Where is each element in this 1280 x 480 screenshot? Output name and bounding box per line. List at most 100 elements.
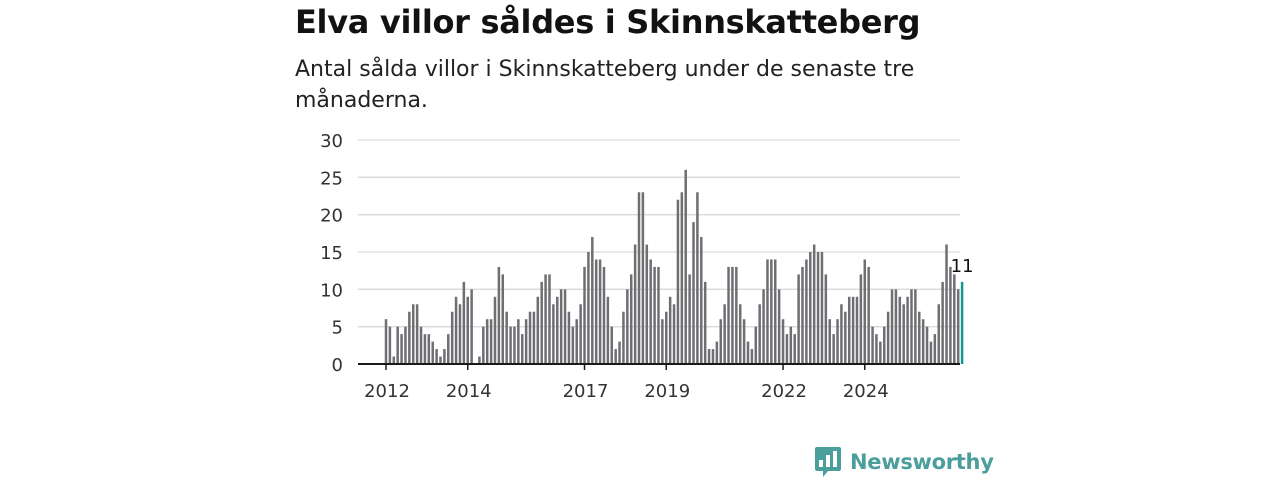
bar bbox=[412, 304, 415, 364]
bar bbox=[606, 296, 610, 364]
bar bbox=[906, 296, 909, 364]
bar bbox=[408, 311, 411, 364]
bar bbox=[953, 274, 956, 364]
bar bbox=[828, 319, 831, 364]
bar bbox=[688, 274, 691, 364]
bar bbox=[820, 252, 824, 364]
bar bbox=[832, 334, 835, 364]
bar bbox=[793, 334, 796, 364]
bar bbox=[633, 244, 637, 364]
y-tick-label: 25 bbox=[320, 168, 343, 189]
bar bbox=[824, 274, 828, 364]
bar bbox=[844, 311, 847, 364]
bar bbox=[509, 326, 512, 364]
bar bbox=[501, 274, 505, 364]
bar bbox=[945, 244, 948, 364]
bar bbox=[672, 304, 676, 364]
bar bbox=[809, 252, 812, 364]
bar bbox=[894, 289, 898, 364]
bar bbox=[731, 266, 734, 364]
bar bbox=[676, 199, 680, 364]
bar bbox=[937, 304, 940, 364]
bar bbox=[715, 341, 719, 364]
bar bbox=[454, 296, 458, 364]
bar bbox=[485, 319, 489, 364]
bar bbox=[575, 319, 578, 364]
bar bbox=[910, 289, 913, 364]
bar bbox=[598, 259, 602, 364]
bar bbox=[653, 266, 656, 364]
bar bbox=[890, 289, 894, 364]
bar bbox=[431, 341, 434, 364]
bar bbox=[583, 266, 586, 364]
bar bbox=[462, 281, 466, 364]
chart-title: Elva villor såldes i Skinnskatteberg bbox=[295, 3, 921, 41]
bar bbox=[524, 319, 528, 364]
bar bbox=[563, 289, 567, 364]
bar bbox=[396, 326, 399, 364]
bar bbox=[661, 319, 664, 364]
x-tick-label: 2022 bbox=[761, 381, 807, 402]
bar bbox=[567, 311, 571, 364]
brand-logo: Newsworthy bbox=[814, 446, 994, 478]
bar bbox=[419, 326, 423, 364]
bar bbox=[392, 356, 396, 364]
bar bbox=[956, 289, 960, 364]
bar bbox=[816, 252, 820, 364]
bar bbox=[400, 334, 403, 364]
bar bbox=[925, 326, 929, 364]
bar bbox=[384, 319, 388, 364]
bar bbox=[591, 237, 594, 364]
bar bbox=[735, 266, 738, 364]
y-tick-label: 15 bbox=[320, 243, 343, 264]
bar bbox=[766, 259, 769, 364]
bar bbox=[758, 304, 761, 364]
bar bbox=[781, 319, 785, 364]
bar bbox=[458, 304, 462, 364]
bar bbox=[836, 319, 839, 364]
bar bbox=[886, 311, 890, 364]
bar-highlight bbox=[960, 281, 964, 364]
bar bbox=[388, 326, 392, 364]
bar bbox=[540, 281, 543, 364]
bar bbox=[801, 266, 804, 364]
bar bbox=[435, 349, 438, 364]
bar bbox=[415, 304, 419, 364]
bar bbox=[645, 244, 649, 364]
bar bbox=[602, 266, 606, 364]
bar bbox=[867, 266, 870, 364]
bar bbox=[610, 326, 614, 364]
bar bbox=[949, 266, 952, 364]
bar bbox=[680, 192, 684, 364]
bar bbox=[684, 169, 687, 364]
x-tick-label: 2014 bbox=[446, 381, 492, 402]
bar bbox=[777, 289, 781, 364]
y-tick-label: 20 bbox=[320, 206, 343, 227]
bar bbox=[805, 259, 808, 364]
bar bbox=[478, 356, 481, 364]
bar bbox=[629, 274, 633, 364]
bar bbox=[696, 192, 699, 364]
bar bbox=[626, 289, 629, 364]
bar bbox=[770, 259, 773, 364]
y-tick-label: 0 bbox=[332, 355, 343, 376]
bar bbox=[851, 296, 855, 364]
bar bbox=[665, 311, 668, 364]
bar bbox=[505, 311, 508, 364]
bar bbox=[723, 304, 726, 364]
bar bbox=[517, 319, 520, 364]
bar bbox=[552, 304, 555, 364]
x-tick-label: 2017 bbox=[563, 381, 609, 402]
bar bbox=[528, 311, 532, 364]
bar bbox=[914, 289, 917, 364]
bar bbox=[447, 334, 450, 364]
bar bbox=[879, 341, 882, 364]
bar bbox=[742, 319, 746, 364]
bar bbox=[556, 296, 559, 364]
bar bbox=[450, 311, 454, 364]
bar bbox=[637, 192, 641, 364]
bar bbox=[774, 259, 777, 364]
y-tick-label: 30 bbox=[320, 131, 343, 152]
bar-chart: 0 5 10 15 20 25 30 2012 2014 2017 2019 2022 2024 11 bbox=[320, 131, 973, 402]
x-tick-label: 2012 bbox=[364, 381, 410, 402]
